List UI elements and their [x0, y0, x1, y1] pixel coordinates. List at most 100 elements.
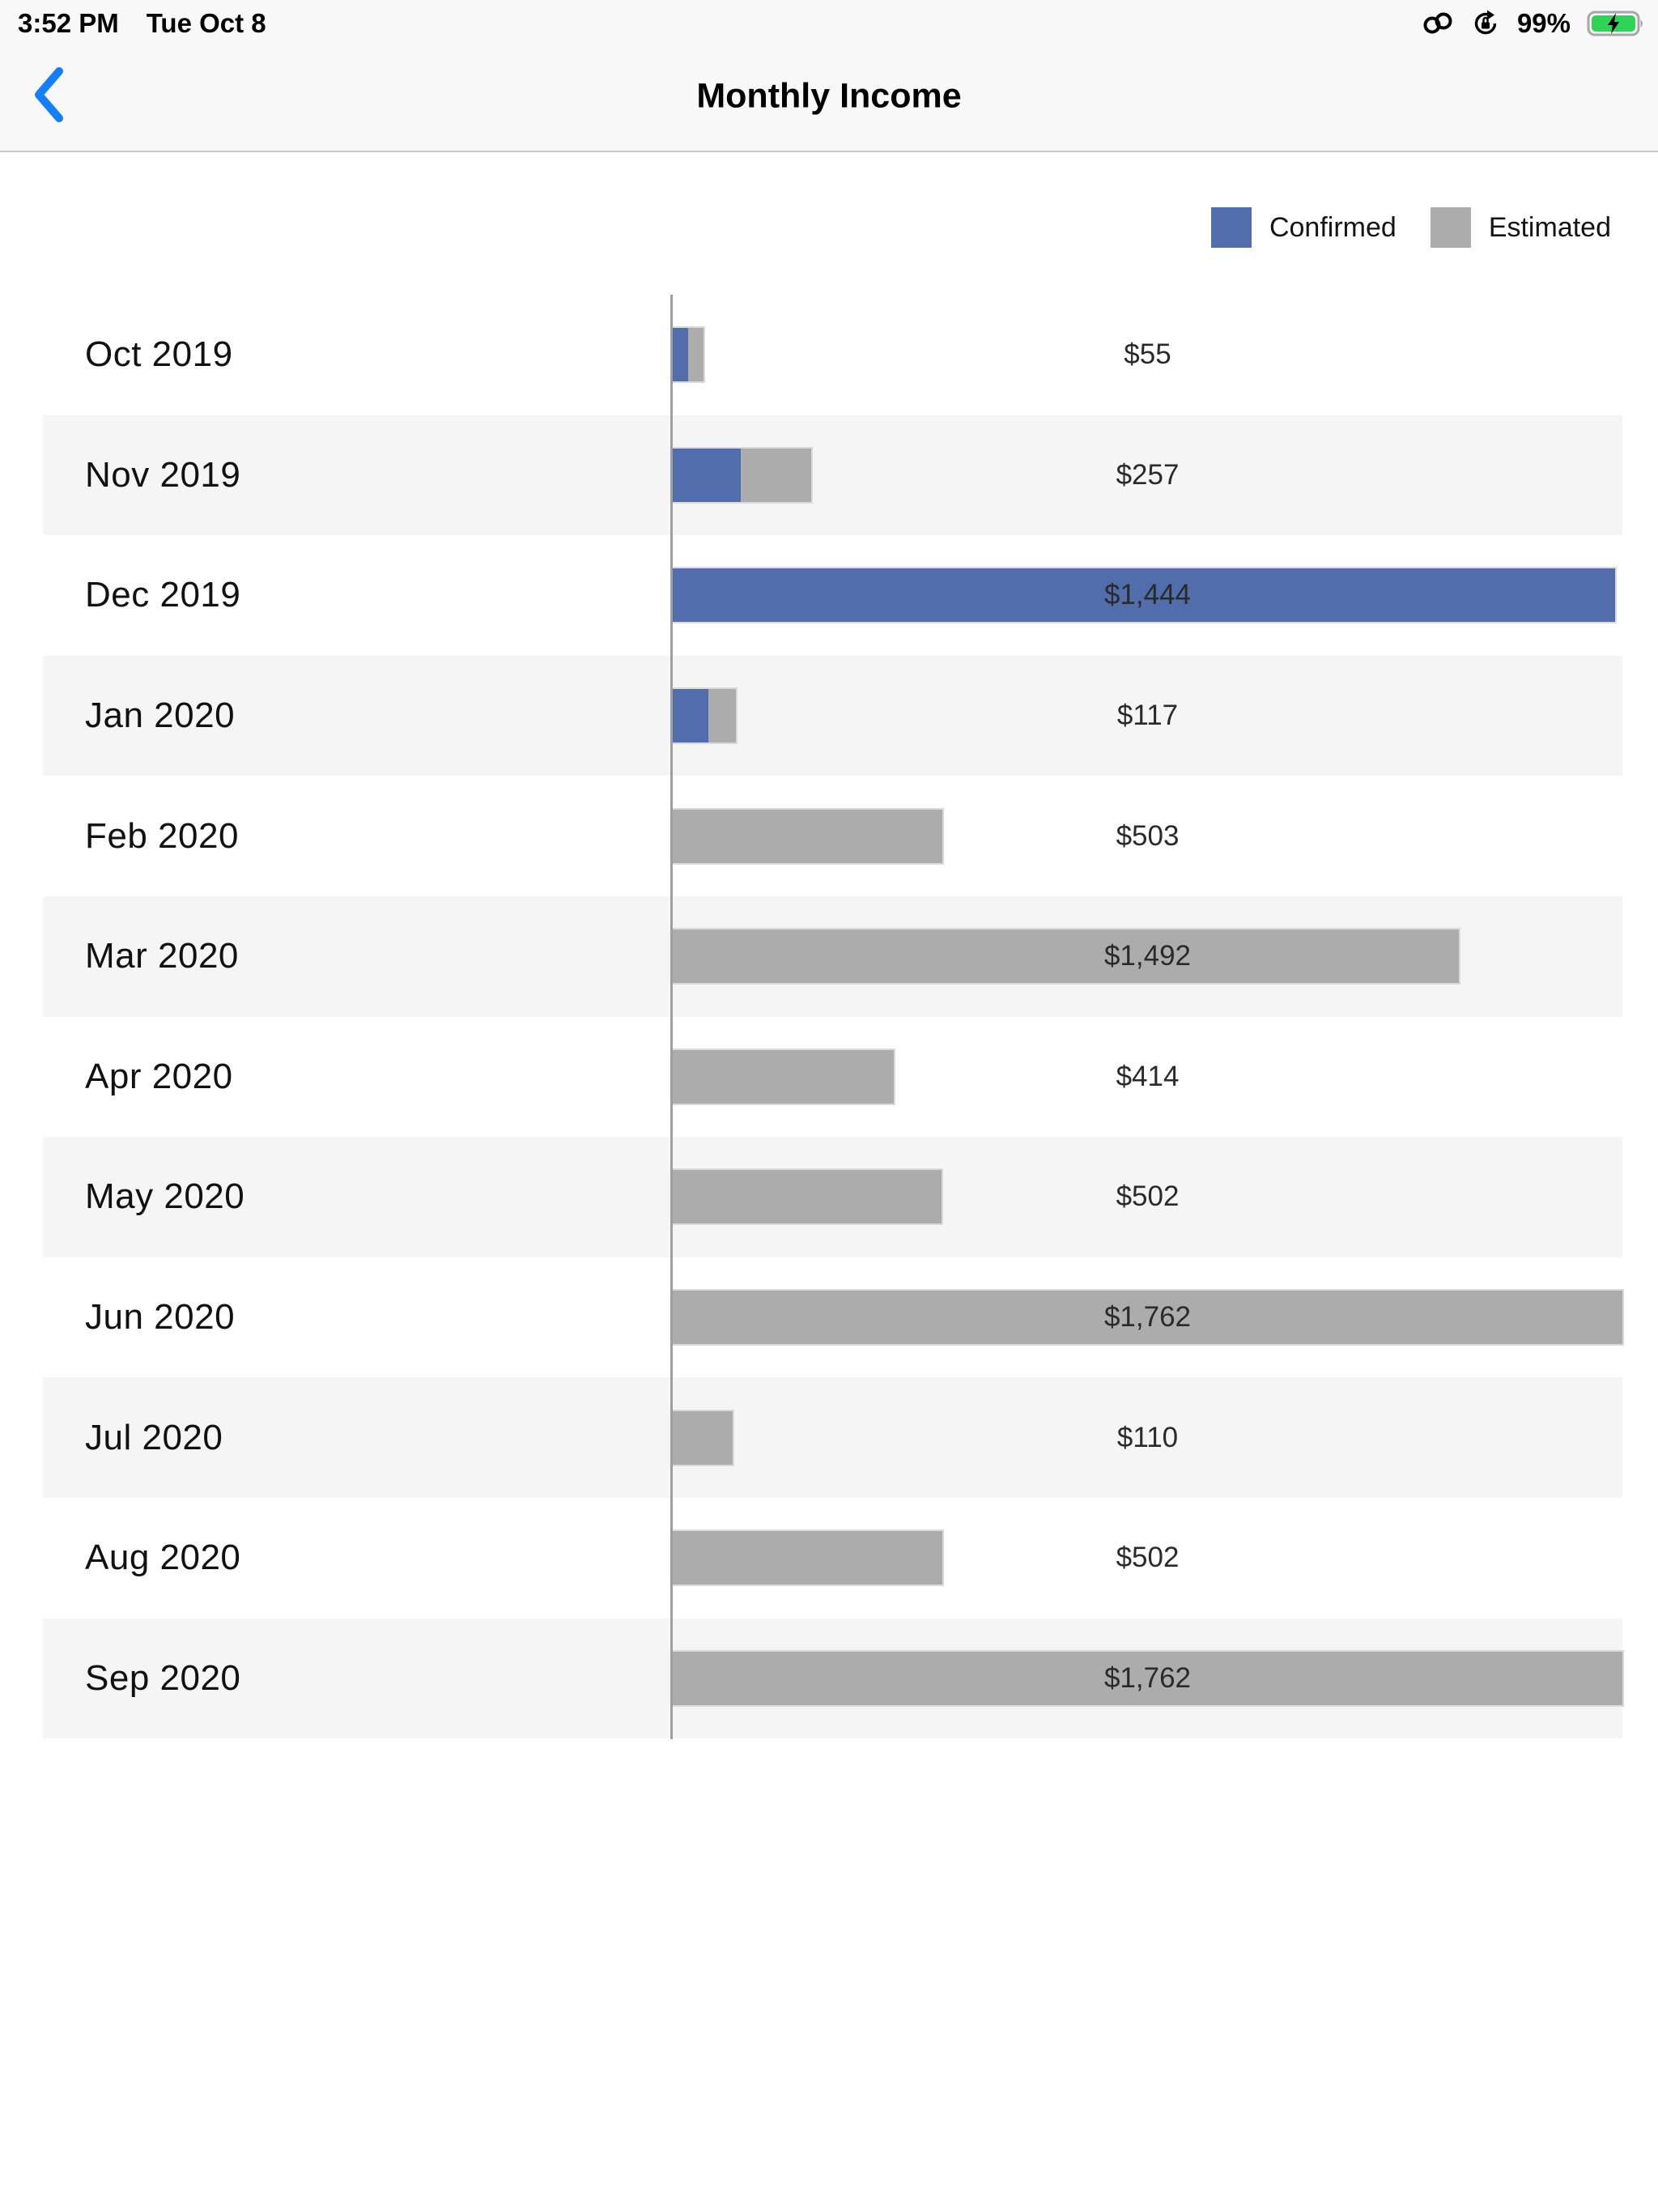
confirmed-swatch — [1210, 207, 1252, 248]
status-time: 3:52 PM — [18, 8, 119, 38]
month-label: Sep 2020 — [85, 1657, 241, 1698]
chart-row: Aug 2020 $502 — [43, 1497, 1622, 1619]
chart-rows: Oct 2019 $55 Nov 2019 $257 Dec 2019 $1,4… — [43, 295, 1622, 1739]
bar-group[interactable] — [673, 809, 943, 863]
bar-group[interactable] — [673, 1410, 733, 1465]
bar-track: $1,492 — [673, 896, 1622, 1017]
estimated-bar[interactable] — [673, 1651, 1622, 1705]
confirmed-label: Confirmed — [1269, 211, 1397, 243]
bar-group[interactable] — [673, 1651, 1622, 1705]
bar-track: $110 — [673, 1377, 1622, 1498]
estimated-bar[interactable] — [673, 1049, 895, 1104]
value-label: $1,762 — [1103, 1661, 1192, 1694]
status-bar: 3:52 PM Tue Oct 8 — [0, 0, 1658, 42]
rotation-lock-icon — [1470, 8, 1501, 39]
chart-legend: Confirmed Estimated — [1210, 207, 1611, 248]
bar-track: $1,762 — [673, 1257, 1622, 1378]
estimated-bar[interactable] — [673, 1170, 942, 1224]
value-label: $110 — [1116, 1421, 1179, 1453]
chart-row: Nov 2019 $257 — [43, 415, 1622, 536]
month-label: Jan 2020 — [85, 696, 236, 736]
chart-row: Jul 2020 $110 — [43, 1377, 1622, 1498]
estimated-bar[interactable] — [740, 448, 811, 502]
bar-group[interactable] — [673, 1049, 895, 1104]
month-label: Feb 2020 — [85, 815, 239, 856]
estimated-bar[interactable] — [708, 689, 736, 743]
value-label: $257 — [1116, 458, 1180, 491]
month-label: May 2020 — [85, 1176, 245, 1217]
bar-track: $502 — [673, 1498, 1622, 1619]
bar-track: $1,762 — [673, 1619, 1622, 1739]
personal-hotspot-icon — [1422, 10, 1454, 37]
estimated-bar[interactable] — [673, 1291, 1622, 1345]
chart-row: May 2020 $502 — [43, 1137, 1622, 1257]
chart-row: Feb 2020 $503 — [43, 776, 1622, 896]
top-chrome: 3:52 PM Tue Oct 8 — [0, 0, 1658, 152]
value-label: $502 — [1116, 1542, 1180, 1574]
bar-group[interactable] — [673, 328, 704, 382]
bar-track: $1,444 — [673, 535, 1622, 656]
back-chevron-icon — [32, 66, 65, 127]
value-label: $503 — [1116, 819, 1180, 852]
bar-track: $257 — [673, 415, 1622, 536]
chart-row: Sep 2020 $1,762 — [43, 1618, 1622, 1739]
value-label: $1,762 — [1103, 1301, 1192, 1334]
battery-charging-icon — [1587, 9, 1647, 38]
chart-row: Dec 2019 $1,444 — [43, 535, 1622, 656]
chart-row: Oct 2019 $55 — [43, 295, 1622, 415]
chart-row: Jan 2020 $117 — [43, 655, 1622, 776]
value-label: $1,444 — [1103, 579, 1192, 611]
bar-group[interactable] — [673, 929, 1460, 984]
confirmed-bar[interactable] — [673, 328, 688, 382]
value-label: $1,492 — [1103, 940, 1192, 972]
legend-item-confirmed: Confirmed — [1210, 207, 1397, 248]
month-label: Jun 2020 — [85, 1297, 236, 1338]
bar-group[interactable] — [673, 1531, 943, 1585]
chart-row: Jun 2020 $1,762 — [43, 1257, 1622, 1378]
bar-track: $502 — [673, 1137, 1622, 1257]
bar-track: $55 — [673, 295, 1622, 415]
value-label: $55 — [1124, 338, 1171, 371]
month-label: Dec 2019 — [85, 575, 241, 615]
status-left: 3:52 PM Tue Oct 8 — [18, 8, 266, 39]
estimated-bar[interactable] — [673, 1410, 733, 1465]
chart-row: Apr 2020 $414 — [43, 1016, 1622, 1138]
navigation-bar: Monthly Income — [0, 42, 1658, 151]
confirmed-bar[interactable] — [673, 689, 708, 743]
bar-track: $503 — [673, 776, 1622, 896]
status-date: Tue Oct 8 — [146, 8, 266, 38]
confirmed-bar[interactable] — [673, 448, 741, 502]
bar-group[interactable] — [673, 1170, 942, 1224]
value-label: $502 — [1116, 1180, 1180, 1213]
estimated-bar[interactable] — [673, 929, 1460, 984]
month-label: Nov 2019 — [85, 454, 241, 495]
month-label: Apr 2020 — [85, 1056, 233, 1096]
month-label: Mar 2020 — [85, 936, 239, 976]
page-title: Monthly Income — [696, 76, 962, 116]
bar-group[interactable] — [673, 1291, 1622, 1345]
estimated-bar[interactable] — [688, 328, 704, 382]
chart-row: Mar 2020 $1,492 — [43, 895, 1622, 1017]
battery-percent: 99% — [1516, 8, 1571, 38]
monthly-income-chart: Oct 2019 $55 Nov 2019 $257 Dec 2019 $1,4… — [43, 295, 1622, 1739]
confirmed-bar[interactable] — [673, 568, 1615, 623]
back-button[interactable] — [32, 64, 81, 129]
value-label: $414 — [1116, 1060, 1180, 1092]
baseline-axis — [670, 295, 673, 1739]
estimated-bar[interactable] — [673, 1531, 943, 1585]
bar-track: $117 — [673, 656, 1622, 776]
bar-group[interactable] — [673, 568, 1615, 623]
legend-item-estimated: Estimated — [1430, 207, 1611, 248]
estimated-bar[interactable] — [673, 809, 943, 863]
estimated-swatch — [1430, 207, 1471, 248]
month-label: Jul 2020 — [85, 1417, 223, 1457]
month-label: Oct 2019 — [85, 334, 233, 375]
month-label: Aug 2020 — [85, 1538, 241, 1578]
status-right: 99% — [1422, 8, 1647, 39]
bar-group[interactable] — [673, 689, 736, 743]
bar-group[interactable] — [673, 448, 811, 502]
value-label: $117 — [1116, 700, 1179, 732]
bar-track: $414 — [673, 1017, 1622, 1138]
estimated-label: Estimated — [1488, 211, 1611, 243]
